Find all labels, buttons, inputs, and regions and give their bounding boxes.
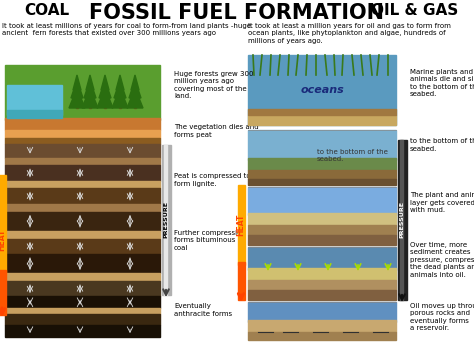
Bar: [248, 280, 396, 290]
Text: The vegetation dies and
forms peat: The vegetation dies and forms peat: [174, 124, 259, 138]
Bar: [5, 138, 160, 144]
Bar: [5, 239, 160, 254]
Bar: [5, 212, 160, 231]
Bar: [248, 290, 396, 300]
Bar: [89, 94, 91, 108]
Bar: [248, 179, 396, 185]
Bar: [248, 55, 396, 125]
Bar: [7, 110, 62, 118]
Bar: [248, 187, 396, 215]
Bar: [5, 308, 160, 314]
Bar: [248, 213, 396, 225]
Bar: [5, 296, 160, 308]
Bar: [248, 235, 396, 245]
Text: FOSSIL FUEL FORMATION: FOSSIL FUEL FORMATION: [90, 3, 384, 23]
Text: Peat is compressed to
form lignite.: Peat is compressed to form lignite.: [174, 173, 251, 187]
Polygon shape: [116, 75, 124, 90]
Bar: [0, 270, 6, 315]
Bar: [248, 115, 396, 125]
Bar: [5, 281, 160, 296]
Polygon shape: [114, 80, 126, 98]
Text: It took at least a million years for oil and gas to form from
ocean plants, like: It took at least a million years for oil…: [248, 23, 451, 44]
Text: Oil moves up through
porous rocks and
eventually forms
a reservoir.: Oil moves up through porous rocks and ev…: [410, 303, 474, 331]
Bar: [5, 314, 160, 326]
Polygon shape: [101, 75, 109, 90]
Bar: [248, 130, 396, 160]
Bar: [248, 247, 396, 270]
Bar: [7, 85, 62, 115]
Bar: [134, 94, 136, 108]
Text: oceans: oceans: [300, 85, 344, 95]
Bar: [5, 65, 160, 120]
Polygon shape: [112, 88, 128, 108]
Text: Further compression
forms bituminous
coal: Further compression forms bituminous coa…: [174, 229, 246, 251]
Bar: [5, 204, 160, 212]
Bar: [398, 140, 407, 300]
Bar: [5, 254, 160, 273]
Bar: [5, 118, 160, 130]
Bar: [248, 170, 396, 179]
Text: to the bottom of the
seabed.: to the bottom of the seabed.: [410, 138, 474, 152]
Text: Over time, more
sediment creates
pressure, compressing
the dead plants and
anima: Over time, more sediment creates pressur…: [410, 242, 474, 278]
Text: The plant and animal
layer gets covered
with mud.: The plant and animal layer gets covered …: [410, 192, 474, 213]
Bar: [0, 175, 6, 275]
Bar: [5, 158, 160, 165]
Polygon shape: [69, 88, 85, 108]
Bar: [5, 326, 160, 337]
Bar: [5, 181, 160, 189]
Polygon shape: [131, 75, 139, 90]
Bar: [238, 185, 245, 265]
Bar: [5, 144, 160, 158]
Text: COAL: COAL: [25, 3, 70, 18]
Bar: [248, 268, 396, 280]
Bar: [400, 140, 403, 300]
Text: Eventually
anthracite forms: Eventually anthracite forms: [174, 303, 232, 317]
Bar: [5, 165, 160, 181]
Bar: [248, 225, 396, 235]
Bar: [5, 273, 160, 281]
Text: PRESSURE: PRESSURE: [164, 202, 168, 239]
Bar: [76, 94, 78, 108]
Bar: [5, 189, 160, 204]
Bar: [248, 158, 396, 170]
Polygon shape: [129, 80, 141, 98]
Polygon shape: [86, 75, 94, 90]
Polygon shape: [99, 80, 111, 98]
Polygon shape: [73, 75, 81, 90]
Bar: [119, 94, 121, 108]
Bar: [248, 332, 396, 340]
Bar: [162, 145, 171, 295]
Text: It took at least millions of years for coal to form-from land plants -huge
ancie: It took at least millions of years for c…: [2, 23, 251, 37]
Polygon shape: [127, 88, 143, 108]
Bar: [248, 302, 396, 322]
Polygon shape: [84, 80, 96, 98]
Text: HEAT: HEAT: [0, 229, 7, 251]
Text: HEAT: HEAT: [237, 214, 246, 236]
Text: to the bottom of the
seabed.: to the bottom of the seabed.: [317, 149, 388, 162]
Bar: [248, 109, 396, 115]
Text: PRESSURE: PRESSURE: [400, 202, 404, 239]
Text: OIL & GAS: OIL & GAS: [371, 3, 459, 18]
Bar: [5, 130, 160, 138]
Polygon shape: [82, 88, 98, 108]
Polygon shape: [97, 88, 113, 108]
Bar: [5, 231, 160, 239]
Polygon shape: [71, 80, 83, 98]
Bar: [164, 145, 167, 295]
Text: Huge forests grew 300
million years ago
covering most of the
land.: Huge forests grew 300 million years ago …: [174, 71, 254, 99]
Bar: [248, 320, 396, 332]
Bar: [238, 262, 245, 300]
Text: Marine plants and
animals die and sink
to the bottom of the
seabed.: Marine plants and animals die and sink t…: [410, 69, 474, 97]
Bar: [104, 94, 106, 108]
